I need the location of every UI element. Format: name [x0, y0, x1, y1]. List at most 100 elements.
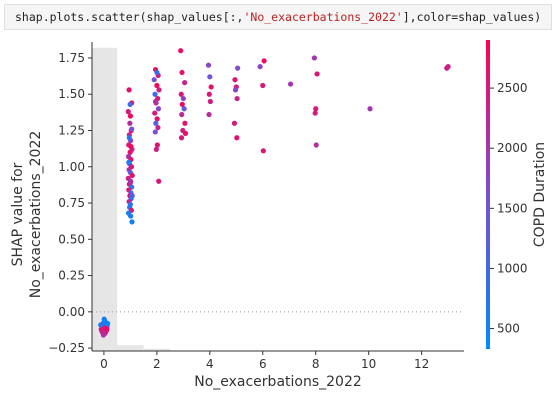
scatter-point — [126, 87, 132, 93]
scatter-point — [207, 74, 213, 80]
y-tick-label: 1.25 — [58, 123, 85, 137]
scatter-point — [260, 82, 266, 89]
scatter-point — [234, 95, 240, 102]
scatter-point — [152, 91, 158, 97]
scatter-point — [208, 84, 214, 90]
scatter-point — [180, 95, 186, 102]
scatter-point — [152, 110, 158, 116]
axes-layer: 0 2 4 6 8 10 12 −0.25 0.00 0.25 0.50 0.75 1.00 1.25 1.… — [48, 42, 464, 371]
scatter-point — [104, 326, 110, 332]
colorbar-tick-label: 500 — [497, 322, 520, 336]
scatter-point — [129, 219, 135, 225]
y-axis-label-line1: SHAP value for — [10, 162, 26, 266]
scatter-point — [260, 148, 266, 154]
scatter-point — [127, 120, 133, 126]
histogram-bar — [117, 345, 144, 351]
scatter-point — [206, 91, 212, 97]
scatter-point — [154, 142, 160, 148]
x-tick-label: 10 — [361, 357, 376, 371]
points-layer — [98, 48, 451, 338]
scatter-point — [312, 110, 318, 116]
scatter-point — [207, 98, 213, 105]
x-axis-label: No_exacerbations_2022 — [194, 374, 362, 390]
x-tick-label: 4 — [206, 357, 214, 371]
scatter-point — [314, 71, 320, 77]
scatter-point — [179, 69, 185, 76]
scatter-point — [125, 109, 131, 115]
x-tick-label: 6 — [259, 357, 267, 371]
scatter-point — [98, 322, 104, 328]
scatter-point — [182, 130, 189, 136]
x-tick-label: 12 — [414, 357, 429, 371]
scatter-point — [151, 77, 157, 83]
scatter-point — [127, 180, 133, 186]
scatter-point — [257, 64, 263, 70]
code-prefix: shap.plots.scatter(shap_values[:, — [15, 10, 244, 24]
scatter-point — [313, 142, 319, 148]
y-tick-label: 0.25 — [58, 269, 85, 283]
y-tick-label: 0.50 — [58, 232, 85, 246]
scatter-point — [128, 213, 134, 219]
scatter-point — [179, 111, 185, 118]
scatter-point — [287, 81, 294, 87]
code-string-arg: 'No_exacerbations_2022' — [243, 10, 403, 24]
scatter-point — [156, 178, 162, 184]
scatter-point — [152, 129, 158, 135]
scatter-point — [155, 106, 162, 112]
y-tick-label: 1.50 — [58, 87, 85, 101]
scatter-point — [105, 320, 111, 327]
scatter-point — [127, 149, 133, 155]
histogram-bar — [92, 47, 118, 351]
scatter-point — [129, 126, 135, 132]
y-tick-label: 1.00 — [58, 160, 85, 174]
x-tick-label: 8 — [312, 357, 320, 371]
scatter-point — [127, 113, 133, 119]
y-axis-label-line2: No_exacerbations_2022 — [28, 131, 44, 299]
scatter-point — [234, 135, 240, 141]
code-cell: shap.plots.scatter(shap_values[:,'No_exa… — [4, 4, 552, 30]
code-line: shap.plots.scatter(shap_values[:,'No_exa… — [15, 10, 541, 24]
y-tick-label: −0.25 — [48, 341, 85, 355]
colorbar-ticks: 500 1000 1500 2000 2500 — [490, 81, 528, 336]
scatter-point — [261, 58, 267, 64]
scatter-point — [313, 106, 319, 112]
y-tick-label: 1.75 — [58, 51, 85, 65]
scatter-point — [127, 101, 133, 107]
scatter-point — [235, 65, 241, 71]
colorbar-label: COPD Duration — [532, 142, 548, 247]
scatter-point — [178, 135, 185, 141]
colorbar-tick-label: 2000 — [497, 141, 528, 155]
x-tick-label: 0 — [100, 357, 108, 371]
scatter-point — [178, 48, 184, 54]
scatter-point — [232, 77, 238, 83]
scatter-point — [153, 146, 159, 152]
scatter-point — [206, 111, 212, 118]
scatter-point — [101, 316, 107, 322]
scatter-point — [126, 159, 132, 166]
scatter-point — [179, 101, 185, 107]
scatter-point — [231, 120, 238, 126]
scatter-point — [178, 91, 184, 97]
colorbar-tick-label: 2500 — [497, 81, 528, 95]
scatter-point — [155, 124, 161, 131]
scatter-point — [154, 69, 160, 76]
scatter-point — [181, 106, 187, 112]
scatter-point — [126, 135, 132, 141]
scatter-point — [182, 80, 188, 86]
scatter-point — [129, 172, 135, 179]
scatter-point — [311, 55, 318, 61]
scatter-point — [445, 64, 451, 70]
scatter-point — [205, 62, 212, 68]
scatter-point — [99, 329, 105, 335]
scatter-point — [152, 98, 159, 105]
scatter-point — [367, 106, 373, 112]
scatter-point — [154, 116, 160, 122]
scatter-point — [129, 193, 135, 199]
histogram-layer — [92, 47, 171, 351]
histogram-bar — [143, 348, 171, 351]
x-tick-label: 2 — [153, 357, 161, 371]
scatter-point — [154, 82, 160, 89]
scatter-point — [128, 143, 134, 150]
scatter-point — [153, 120, 159, 126]
